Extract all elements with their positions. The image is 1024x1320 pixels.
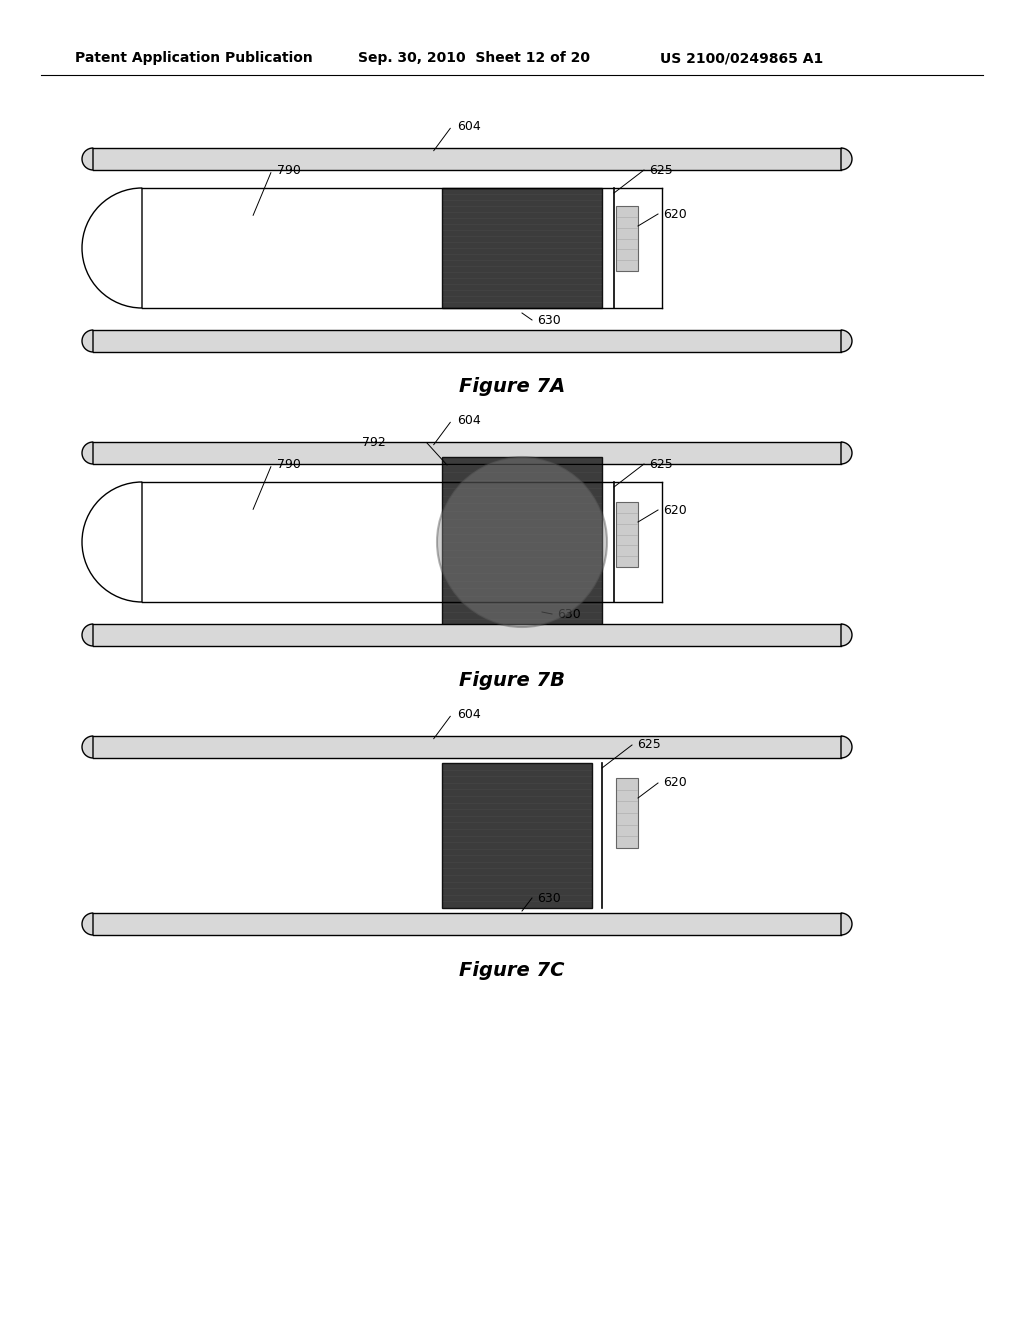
Text: 630: 630	[537, 314, 561, 326]
Text: 790: 790	[278, 458, 301, 470]
Bar	[616, 777, 638, 847]
Bar	[93, 737, 841, 758]
Bar	[93, 442, 841, 465]
Text: 630: 630	[537, 891, 561, 904]
Bar	[616, 502, 638, 568]
Bar	[442, 187, 602, 308]
Wedge shape	[841, 330, 852, 352]
Bar	[142, 187, 662, 308]
Text: 620: 620	[663, 207, 687, 220]
Wedge shape	[841, 442, 852, 465]
Wedge shape	[82, 624, 93, 645]
Ellipse shape	[437, 457, 607, 627]
Text: 630: 630	[557, 607, 581, 620]
Text: 620: 620	[663, 503, 687, 516]
Wedge shape	[841, 737, 852, 758]
Bar	[142, 482, 662, 602]
Wedge shape	[841, 624, 852, 645]
Bar	[93, 148, 841, 170]
Wedge shape	[82, 442, 93, 465]
Text: 792: 792	[362, 437, 386, 450]
Text: Patent Application Publication: Patent Application Publication	[75, 51, 312, 65]
Text: Sep. 30, 2010  Sheet 12 of 20: Sep. 30, 2010 Sheet 12 of 20	[358, 51, 590, 65]
Text: Figure 7B: Figure 7B	[459, 672, 565, 690]
Bar	[442, 457, 602, 627]
Text: 790: 790	[278, 164, 301, 177]
Text: 625: 625	[649, 164, 673, 177]
Wedge shape	[82, 737, 93, 758]
Wedge shape	[841, 148, 852, 170]
Wedge shape	[82, 330, 93, 352]
Bar	[93, 913, 841, 935]
Wedge shape	[82, 913, 93, 935]
Text: 625: 625	[649, 458, 673, 470]
Wedge shape	[82, 187, 142, 308]
Bar	[93, 624, 841, 645]
Wedge shape	[82, 148, 93, 170]
Text: 604: 604	[457, 413, 480, 426]
Text: 604: 604	[457, 708, 480, 721]
Text: 620: 620	[663, 776, 687, 789]
Text: US 2100/0249865 A1: US 2100/0249865 A1	[660, 51, 823, 65]
Bar	[93, 330, 841, 352]
Text: 625: 625	[637, 738, 660, 751]
Text: Figure 7A: Figure 7A	[459, 378, 565, 396]
Text: Figure 7C: Figure 7C	[460, 961, 564, 979]
Bar	[616, 206, 638, 271]
Wedge shape	[82, 482, 142, 602]
Text: 604: 604	[457, 120, 480, 132]
Bar	[442, 763, 592, 908]
Wedge shape	[841, 913, 852, 935]
